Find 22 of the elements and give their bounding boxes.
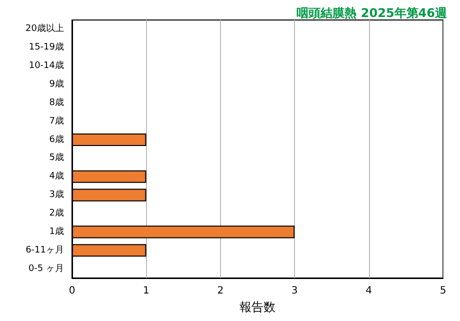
x-axis-title: 報告数 bbox=[240, 300, 276, 314]
y-tick-label: 9歳 bbox=[49, 78, 64, 90]
y-tick-label: 6歳 bbox=[49, 134, 64, 145]
y-tick-label: 2歳 bbox=[49, 208, 64, 218]
y-tick-label: 4歳 bbox=[49, 170, 64, 182]
y-tick-label: 0-5 ヶ月 bbox=[28, 264, 64, 274]
x-tick-label: 4 bbox=[366, 286, 372, 296]
y-tick-label: 10-14歳 bbox=[28, 60, 64, 72]
x-tick-label: 3 bbox=[291, 286, 298, 296]
y-tick-label: 1歳 bbox=[49, 226, 64, 237]
y-tick-label: 7歳 bbox=[49, 115, 64, 126]
x-tick-label: 2 bbox=[217, 286, 224, 296]
y-tick-label: 20歳以上 bbox=[26, 23, 64, 34]
y-tick-label: 15-19歳 bbox=[28, 42, 64, 53]
y-tick-label: 8歳 bbox=[49, 96, 64, 108]
x-tick-label: 5 bbox=[440, 286, 446, 296]
y-tick-label: 5歳 bbox=[49, 152, 64, 164]
x-tick-label: 0 bbox=[68, 286, 76, 296]
chart-title: 咽頭結膜熱 2025年第46週 bbox=[296, 6, 448, 20]
y-tick-label: 3歳 bbox=[49, 189, 64, 200]
x-tick-label: 1 bbox=[143, 286, 150, 296]
y-tick-label: 6-11ヶ月 bbox=[26, 245, 64, 256]
